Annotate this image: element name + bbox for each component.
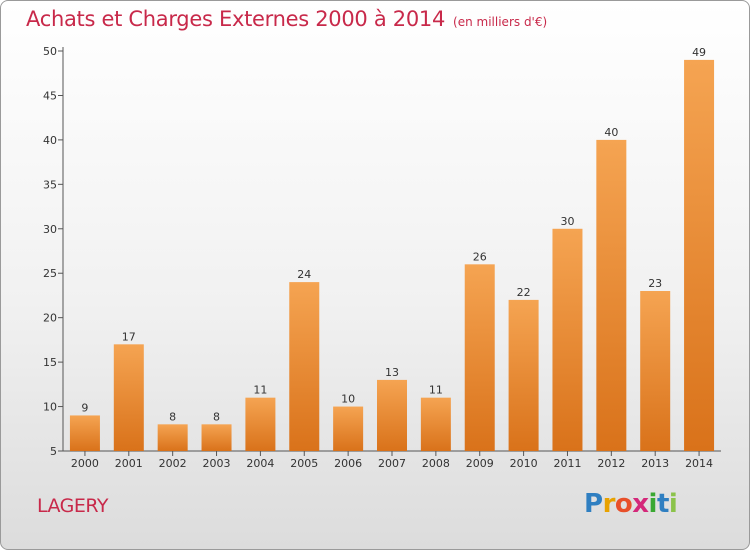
x-tick-label: 2011 — [553, 457, 581, 470]
logo-letter: t — [656, 489, 669, 519]
y-tick-label: 50 — [43, 45, 57, 58]
chart-unit: (en milliers d'€) — [453, 15, 548, 29]
x-tick-label: 2007 — [378, 457, 406, 470]
x-tick-label: 2014 — [685, 457, 713, 470]
bar — [333, 406, 364, 451]
logo-letter: r — [602, 489, 616, 519]
y-tick-label: 25 — [43, 267, 57, 280]
logo-letter: x — [632, 489, 649, 519]
data-label: 40 — [604, 126, 618, 139]
x-tick-label: 2004 — [246, 457, 274, 470]
x-tick-label: 2010 — [510, 457, 538, 470]
chart-title: Achats et Charges Externes 2000 à 2014 (e… — [26, 7, 547, 31]
logo-letter: o — [614, 489, 633, 519]
x-tick-label: 2013 — [641, 457, 669, 470]
bar — [377, 379, 407, 451]
data-label: 10 — [341, 393, 355, 406]
logo-letter: P — [584, 489, 603, 519]
data-label: 17 — [122, 330, 136, 343]
data-label: 8 — [169, 410, 176, 423]
x-tick-label: 2008 — [422, 457, 450, 470]
bar — [596, 139, 627, 451]
data-label: 11 — [429, 384, 443, 397]
x-tick-label: 2005 — [290, 457, 318, 470]
logo-letter: i — [648, 489, 658, 519]
x-tick-label: 2003 — [203, 457, 231, 470]
data-label: 22 — [517, 286, 531, 299]
y-tick-label: 30 — [43, 223, 57, 236]
x-tick-label: 2001 — [115, 457, 143, 470]
bar — [640, 291, 671, 451]
y-tick-label: 20 — [43, 312, 57, 325]
data-label: 23 — [648, 277, 662, 290]
y-tick-label: 5 — [50, 445, 57, 458]
data-label: 9 — [81, 401, 88, 414]
bar — [420, 397, 451, 451]
data-label: 13 — [385, 366, 399, 379]
data-label: 11 — [253, 384, 267, 397]
y-tick-label: 15 — [43, 356, 57, 369]
x-tick-label: 2000 — [71, 457, 99, 470]
y-tick-label: 10 — [43, 401, 57, 414]
data-label: 8 — [213, 410, 220, 423]
bar — [464, 264, 495, 451]
x-tick-label: 2012 — [597, 457, 625, 470]
y-tick-label: 40 — [43, 134, 57, 147]
bar — [113, 344, 144, 451]
x-tick-label: 2006 — [334, 457, 362, 470]
data-label: 30 — [560, 215, 574, 228]
bar — [69, 415, 100, 451]
data-label: 26 — [473, 250, 487, 263]
logo-letter: i — [668, 489, 678, 519]
bar — [289, 282, 320, 451]
data-label: 49 — [692, 46, 706, 59]
bar — [157, 424, 188, 451]
bar — [552, 228, 583, 451]
bar — [245, 397, 276, 451]
x-tick-label: 2002 — [159, 457, 187, 470]
place-name: LAGERY — [37, 495, 109, 517]
y-tick-label: 35 — [43, 178, 57, 191]
data-label: 24 — [297, 268, 311, 281]
bar — [684, 59, 715, 452]
bar — [508, 299, 539, 451]
x-tick-label: 2009 — [466, 457, 494, 470]
proxiti-logo: Proxiti — [584, 489, 678, 519]
bar — [201, 424, 232, 451]
chart-title-text: Achats et Charges Externes 2000 à 2014 — [26, 7, 446, 31]
y-tick-label: 45 — [43, 89, 57, 102]
